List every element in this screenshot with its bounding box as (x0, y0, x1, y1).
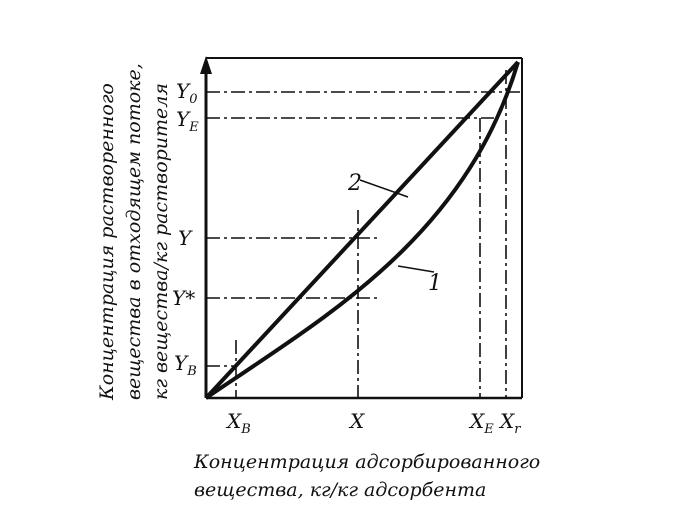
tick-xr: Xr (498, 409, 521, 437)
tick-x: X (348, 409, 365, 433)
tick-xe: XE (468, 409, 494, 437)
y-axis-title-line1: Концентрация растворенного (96, 83, 118, 401)
tick-y: Y (178, 226, 193, 250)
y-axis-title-line3: кг вещества/кг растворителя (150, 83, 172, 400)
tick-xb: XB (225, 409, 251, 437)
curve-1-leader (397, 265, 435, 273)
tick-ystar: Y* (172, 286, 195, 310)
curve-2-leader (359, 179, 409, 198)
curve-2-label: 2 (347, 171, 362, 196)
tick-ye: YE (176, 107, 199, 135)
equilibrium-curve-1 (204, 61, 520, 400)
y-axis-arrow (200, 56, 212, 74)
x-axis-title-line1: Концентрация адсорбированного (193, 451, 540, 473)
tick-yb: YB (174, 351, 197, 379)
y-axis-title: Концентрация растворенного вещества в от… (96, 63, 172, 401)
y-axis-title-line2: вещества в отходящем потоке, (123, 63, 145, 400)
tick-y0: Y0 (176, 79, 197, 107)
x-axis-title-line2: вещества, кг/кг адсорбента (194, 479, 486, 501)
operating-line-2 (204, 60, 520, 400)
guide-lines (206, 70, 522, 398)
curve-1-label: 1 (428, 271, 442, 296)
